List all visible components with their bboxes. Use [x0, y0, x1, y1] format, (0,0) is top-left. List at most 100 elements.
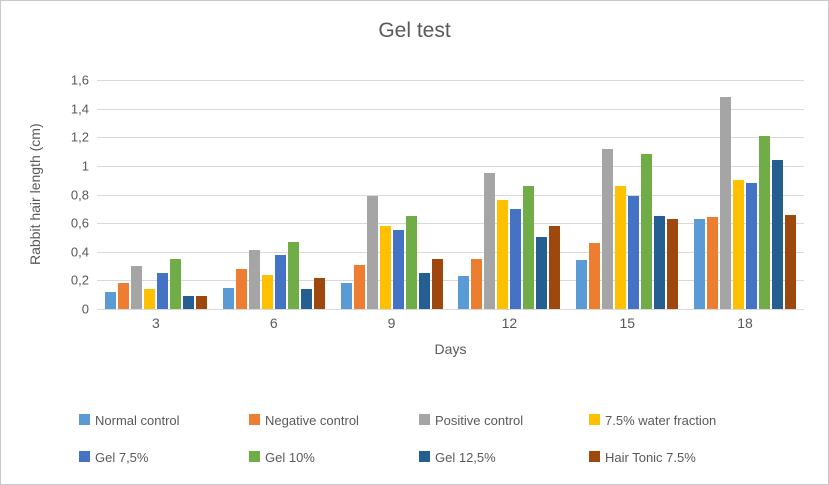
- legend-item: Hair Tonic 7.5%: [589, 450, 759, 484]
- bar-group: [333, 80, 451, 309]
- y-axis-title: Rabbit hair length (cm): [27, 123, 43, 266]
- x-tick-label: 3: [152, 315, 160, 331]
- bar: [576, 260, 588, 309]
- bar: [484, 173, 496, 309]
- x-tick-label: 9: [387, 315, 396, 331]
- bar: [615, 185, 627, 309]
- bar: [143, 288, 155, 309]
- gridline: [97, 280, 804, 282]
- y-tick-label: 1,2: [70, 129, 89, 145]
- bar: [222, 287, 234, 309]
- bar: [785, 214, 797, 309]
- legend-label: Negative control: [265, 413, 359, 428]
- bar: [353, 264, 365, 309]
- y-tick-label: 0: [81, 301, 89, 317]
- gridline: [97, 80, 804, 81]
- bar: [195, 296, 207, 309]
- legend-item: Gel 7,5%: [79, 450, 249, 484]
- bar: [300, 288, 312, 309]
- legend-label: 7.5% water fraction: [605, 413, 717, 428]
- legend-item: Negative control: [249, 413, 419, 450]
- bar: [497, 200, 509, 309]
- legend-item: Gel 10%: [249, 450, 419, 484]
- x-tick-label: 18: [737, 315, 753, 331]
- gridline: [97, 309, 804, 310]
- x-axis-ticks: 3 6 9 12 15 18: [97, 315, 804, 331]
- x-tick-label: 6: [269, 315, 278, 331]
- bar: [313, 277, 325, 309]
- bar: [392, 230, 404, 309]
- gridline: [97, 251, 804, 253]
- bar: [156, 273, 168, 309]
- x-axis-title: Days: [434, 341, 467, 357]
- y-tick-label: 1,4: [70, 101, 89, 117]
- bar: [431, 258, 443, 309]
- legend-swatch-icon: [419, 414, 430, 425]
- bar: [654, 215, 666, 309]
- legend-item: Gel 12,5%: [419, 450, 589, 484]
- bar: [523, 185, 535, 309]
- x-tick-label: 12: [501, 315, 518, 331]
- y-tick-label: 0,2: [70, 272, 89, 288]
- bar: [235, 268, 247, 309]
- bar: [667, 218, 679, 309]
- bar: [733, 180, 745, 309]
- y-axis-ticks: 0 0,2 0,4 0,6 0,8 1 1,2 1,4 1,6: [47, 73, 89, 317]
- bar: [418, 273, 430, 309]
- bar: [471, 258, 483, 309]
- legend-swatch-icon: [419, 451, 430, 462]
- bar: [366, 195, 378, 309]
- legend-label: Gel 10%: [265, 450, 315, 465]
- y-tick-label: 0,4: [70, 244, 89, 260]
- chart-title: Gel test: [378, 19, 451, 42]
- bar: [549, 226, 561, 309]
- legend-item: Normal control: [79, 413, 249, 450]
- legend-swatch-icon: [79, 414, 90, 425]
- y-tick-label: 0,6: [70, 215, 89, 231]
- y-tick-label: 1: [81, 158, 89, 174]
- bar: [641, 154, 653, 309]
- bar: [694, 218, 706, 309]
- plot-area: [97, 80, 804, 310]
- legend-item: 7.5% water fraction: [589, 413, 759, 450]
- legend-label: Gel 12,5%: [435, 450, 496, 465]
- legend-swatch-icon: [249, 414, 260, 425]
- bar: [169, 258, 181, 309]
- bar: [248, 250, 260, 309]
- bar-groups: [97, 80, 804, 309]
- bar-group: [97, 80, 215, 309]
- gridline: [97, 194, 804, 196]
- bar: [261, 274, 273, 309]
- bar: [772, 160, 784, 309]
- bar-group: [450, 80, 568, 309]
- bar: [746, 183, 758, 309]
- legend: Normal control Negative control Positive c…: [79, 413, 759, 484]
- legend-label: Gel 7,5%: [95, 450, 149, 465]
- legend-swatch-icon: [249, 451, 260, 462]
- bar-group: [686, 80, 804, 309]
- legend-label: Normal control: [95, 413, 180, 428]
- bar: [287, 241, 299, 309]
- bar: [274, 254, 286, 309]
- y-tick-label: 0,8: [70, 187, 89, 202]
- bar: [510, 208, 522, 309]
- bar: [536, 237, 548, 309]
- legend-swatch-icon: [589, 451, 600, 462]
- gridline: [97, 137, 804, 139]
- bar: [759, 135, 771, 309]
- bar: [602, 148, 614, 309]
- bar: [405, 215, 417, 309]
- legend-swatch-icon: [79, 451, 90, 462]
- bar-group: [215, 80, 333, 309]
- bar: [589, 243, 601, 309]
- bar-group: [568, 80, 686, 309]
- gridline: [97, 165, 804, 167]
- bar: [628, 195, 640, 309]
- bar: [130, 266, 142, 309]
- legend-label: Hair Tonic 7.5%: [605, 450, 696, 465]
- legend-label: Positive control: [435, 413, 524, 428]
- gridline: [97, 223, 804, 225]
- y-tick-label: 1,6: [70, 72, 89, 88]
- bar: [117, 283, 129, 309]
